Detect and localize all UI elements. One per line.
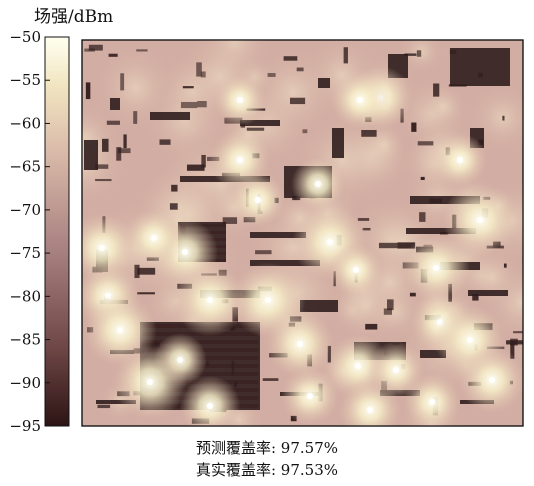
- colorbar-tick-label: −85: [9, 331, 41, 349]
- colorbar-tick-label: −95: [9, 417, 41, 435]
- colorbar-tick-label: −65: [9, 158, 41, 176]
- field-strength-map: [81, 39, 524, 427]
- colorbar-tick-label: −55: [9, 71, 41, 89]
- true-coverage-caption: 真实覆盖率: 97.53%: [195, 461, 339, 479]
- predicted-coverage-caption: 预测覆盖率: 97.57%: [195, 439, 339, 457]
- colorbar-tick-label: −75: [9, 244, 41, 262]
- colorbar-tick-label: −80: [9, 287, 41, 305]
- colorbar-tick-label: −70: [9, 201, 41, 219]
- colorbar-tick-label: −50: [9, 28, 41, 46]
- colorbar-ticks: −50 −55 −60 −65 −70 −75 −80 −85 −90 −95: [9, 28, 50, 435]
- colorbar-tick-label: −90: [9, 374, 41, 392]
- colorbar-gradient: [44, 36, 70, 427]
- colorbar: −50 −55 −60 −65 −70 −75 −80 −85 −90 −95 场强/dBm: [9, 7, 113, 435]
- colorbar-label: 场强/dBm: [34, 7, 113, 27]
- colorbar-tick-label: −60: [9, 114, 41, 132]
